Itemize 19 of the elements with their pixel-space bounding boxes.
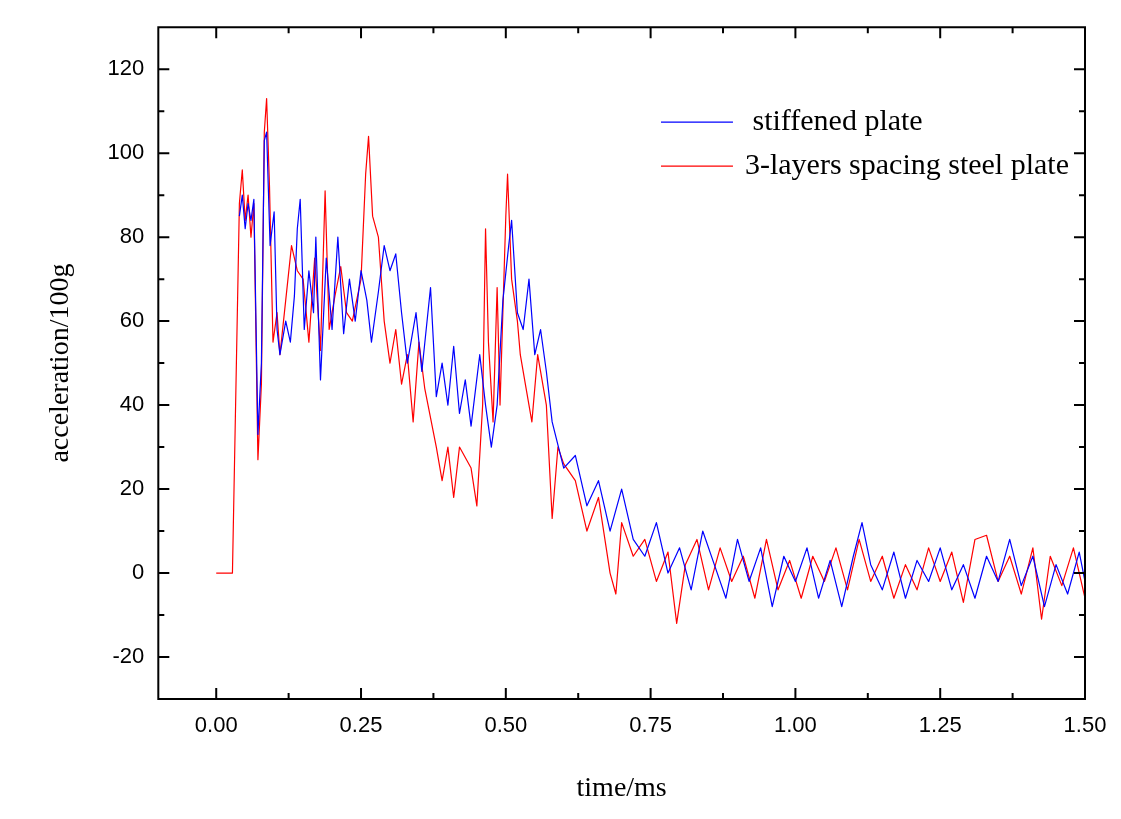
- y-tick-label: 0: [132, 559, 145, 585]
- x-axis-title: time/ms: [576, 770, 667, 802]
- y-axis-title: acceleration/100g: [43, 263, 75, 463]
- y-tick-label: 40: [119, 391, 145, 417]
- y-tick-label: -20: [112, 643, 145, 669]
- x-tick-label: 1.00: [773, 712, 817, 738]
- y-tick-label: 120: [107, 55, 145, 81]
- x-tick-label: 0.75: [629, 712, 673, 738]
- y-tick-label: 100: [107, 139, 145, 165]
- x-tick-label: 1.50: [1063, 712, 1107, 738]
- x-tick-label: 0.25: [339, 712, 383, 738]
- y-tick-label: 20: [119, 475, 145, 501]
- x-tick-label: 0.50: [484, 712, 528, 738]
- y-tick-label: 80: [119, 223, 145, 249]
- x-tick-label: 0.00: [194, 712, 238, 738]
- legend-label: 3-layers spacing steel plate: [744, 147, 1070, 181]
- x-tick-label: 1.25: [918, 712, 962, 738]
- legend-label: stiffened plate: [744, 103, 923, 137]
- y-tick-label: 60: [119, 307, 145, 333]
